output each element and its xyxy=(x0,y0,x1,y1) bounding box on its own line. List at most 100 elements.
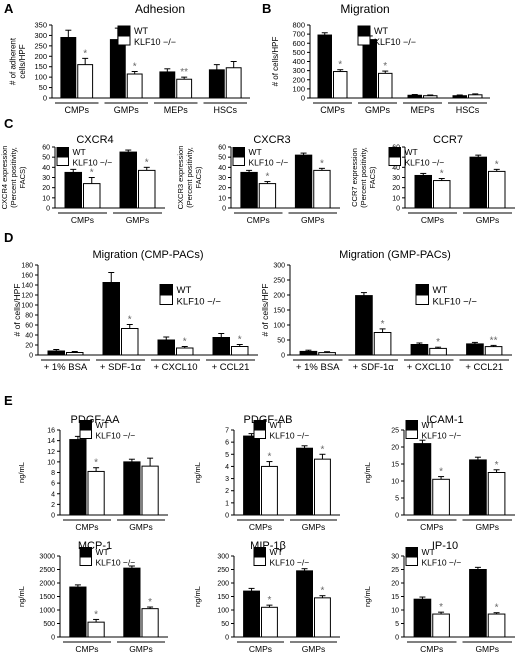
y-axis-label: cells/HPF xyxy=(18,44,27,78)
chart-title-migration-gmp: Migration (GMP-PACs) xyxy=(339,249,451,261)
significance-marker: * xyxy=(145,157,149,168)
significance-marker: ** xyxy=(490,335,498,346)
bar-wt xyxy=(123,567,141,638)
category-label: + 1% BSA xyxy=(44,362,88,373)
category-label: + CCL21 xyxy=(465,362,503,373)
legend-swatch-wt xyxy=(388,147,401,157)
category-label: GMPs xyxy=(302,522,326,532)
bar-wt xyxy=(69,586,87,638)
legend-swatch-klf10 xyxy=(253,556,266,566)
y-tick-label: 700 xyxy=(292,30,305,39)
y-tick-label: 100 xyxy=(34,73,47,82)
y-tick-label: 20 xyxy=(391,445,399,452)
bar-klf10 xyxy=(313,169,331,209)
bar-klf10 xyxy=(225,67,242,99)
legend-label-wt: WT xyxy=(270,547,283,557)
bar-klf10 xyxy=(314,597,331,638)
category-label: GMPs xyxy=(126,215,150,225)
bar-wt xyxy=(294,154,313,209)
y-axis-label: # of adherent xyxy=(8,37,17,85)
y-tick-label: 0 xyxy=(29,353,33,360)
category-label: MEPs xyxy=(410,105,435,115)
y-tick-label: 200 xyxy=(34,52,47,61)
legend-label-klf10: KLF10 −/− xyxy=(249,158,289,168)
y-tick-label: 10 xyxy=(392,195,400,202)
legend-label-klf10: KLF10 −/− xyxy=(422,431,462,441)
bar-wt xyxy=(159,71,176,99)
panel-letter-e: E xyxy=(4,393,13,408)
category-label: GMPs xyxy=(129,644,153,654)
bar-wt xyxy=(410,344,429,356)
bar-klf10 xyxy=(141,465,159,516)
bar-wt xyxy=(243,590,261,638)
category-label: GMPs xyxy=(301,215,325,225)
y-tick-label: 40 xyxy=(25,333,33,340)
y-tick-label: 140 xyxy=(21,283,33,290)
y-axis-label: CXCR3 expression xyxy=(176,146,185,210)
y-axis-label: ng/mL xyxy=(17,462,26,483)
y-tick-label: 100 xyxy=(21,303,33,310)
bar-klf10 xyxy=(468,94,483,99)
legend-label-klf10: KLF10 −/− xyxy=(270,431,310,441)
y-axis-label: # of cells/HPF xyxy=(271,36,280,86)
bar-klf10 xyxy=(487,613,506,638)
y-tick-label: 14 xyxy=(47,438,55,445)
significance-marker: * xyxy=(338,60,342,71)
bar-wt xyxy=(109,39,126,99)
significance-marker: * xyxy=(128,315,132,326)
legend-label-wt: WT xyxy=(270,420,283,430)
significance-marker: * xyxy=(439,602,443,613)
y-tick-label: 180 xyxy=(21,263,33,270)
y-tick-label: 40 xyxy=(42,165,50,172)
y-tick-label: 10 xyxy=(42,195,50,202)
category-label: CMPs xyxy=(249,522,272,532)
y-tick-label: 5 xyxy=(225,452,229,459)
y-axis-label: ng/mL xyxy=(17,586,26,607)
chart-title-pdgf-ab: PDGF-AB xyxy=(244,414,293,426)
category-label: CMPs xyxy=(420,522,443,532)
chart-title-migration: Migration xyxy=(340,2,389,16)
significance-marker: * xyxy=(495,603,499,614)
y-tick-label: 250 xyxy=(273,278,285,285)
category-label: GMPs xyxy=(475,644,499,654)
y-axis-label: # of cells/HPF xyxy=(260,284,270,337)
legend-swatch-klf10 xyxy=(159,294,173,305)
bar-klf10 xyxy=(314,458,331,516)
y-tick-label: 300 xyxy=(34,31,47,40)
bar-wt xyxy=(299,350,318,356)
y-tick-label: 100 xyxy=(273,323,285,330)
y-tick-label: 60 xyxy=(218,145,226,152)
chart-title-migration-cmp: Migration (CMP-PACs) xyxy=(92,249,203,261)
y-tick-label: 7 xyxy=(225,428,229,435)
y-tick-label: 1500 xyxy=(39,594,55,601)
bar-klf10 xyxy=(87,621,105,638)
significance-marker: * xyxy=(265,172,269,183)
category-label: GMPs xyxy=(476,215,500,225)
panel-letter-c: C xyxy=(4,116,14,131)
y-tick-label: 10 xyxy=(47,459,55,466)
bar-klf10 xyxy=(429,347,447,356)
legend-label-klf10: KLF10 −/− xyxy=(96,431,136,441)
category-label: CMPs xyxy=(71,215,94,225)
legend-swatch-wt xyxy=(79,547,92,557)
legend-swatch-wt xyxy=(405,547,418,557)
y-tick-label: 800 xyxy=(292,21,305,30)
category-label: CMPs xyxy=(249,644,272,654)
significance-marker: * xyxy=(383,61,387,72)
bar-wt xyxy=(69,439,87,516)
legend-label-klf10: KLF10 −/− xyxy=(405,158,445,168)
bar-klf10 xyxy=(66,352,84,356)
bar-wt xyxy=(157,339,175,356)
y-tick-label: 0 xyxy=(395,513,399,520)
y-tick-label: 30 xyxy=(218,175,226,182)
bar-wt xyxy=(414,174,432,209)
category-label: CMPs xyxy=(421,215,444,225)
y-tick-label: 50 xyxy=(221,621,229,628)
y-tick-label: 8 xyxy=(51,470,55,477)
y-tick-label: 50 xyxy=(39,83,47,92)
y-axis-label: ng/mL xyxy=(363,586,372,607)
y-axis-label: FACS) xyxy=(18,166,27,189)
legend-swatch-wt xyxy=(159,284,173,295)
